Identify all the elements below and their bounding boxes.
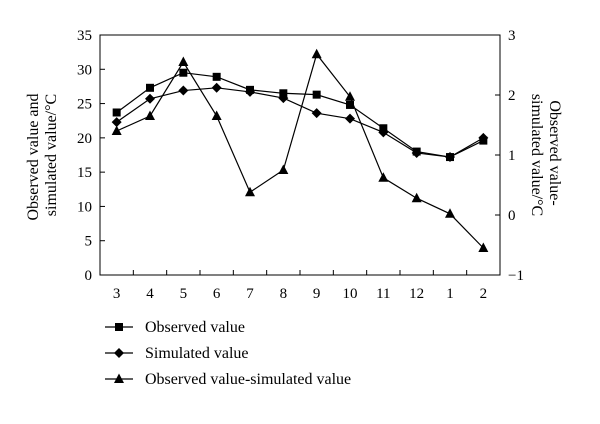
- series-line: [116, 52, 484, 249]
- x-tick-label: 5: [180, 286, 188, 302]
- data-point: [245, 86, 255, 97]
- x-tick-label: 7: [246, 286, 254, 302]
- left-tick-label: 10: [77, 199, 92, 215]
- data-point: [278, 164, 289, 174]
- right-tick-label: 2: [508, 88, 516, 104]
- left-axis-label-line-1: Observed value and: [25, 93, 42, 220]
- data-point: [345, 91, 355, 101]
- data-point: [245, 186, 255, 197]
- data-point: [278, 93, 289, 104]
- legend-label: Observed value: [145, 319, 245, 336]
- right-tick-label: −1: [508, 268, 524, 284]
- data-point: [411, 192, 422, 203]
- left-tick-label: 15: [77, 165, 92, 181]
- x-tick-label: 8: [280, 286, 288, 302]
- data-point: [178, 56, 189, 66]
- left-axis-label: Observed value and simulated value/°C: [25, 89, 60, 220]
- series-layer: [111, 48, 489, 252]
- x-tick-label: 6: [213, 286, 221, 302]
- series-1: [112, 68, 488, 162]
- left-tick-label: 0: [85, 268, 93, 284]
- series-2: [111, 82, 489, 163]
- legend-label: Simulated value: [145, 345, 249, 362]
- legend-label: Observed value-simulated value: [145, 371, 351, 388]
- left-tick-label: 30: [77, 62, 92, 78]
- data-point: [345, 113, 355, 124]
- data-point: [111, 117, 122, 128]
- legend-marker-triangle: [114, 373, 124, 383]
- data-point: [478, 242, 489, 252]
- left-tick-label: 25: [77, 97, 92, 113]
- right-axis-label-line-2: simulated value/°C: [528, 94, 545, 216]
- right-axis-label: Observed value- simulated value/°C: [528, 94, 563, 216]
- legend-marker-diamond: [114, 348, 124, 358]
- data-point: [211, 110, 222, 120]
- x-tick-label: 11: [376, 286, 390, 302]
- data-point: [445, 152, 455, 163]
- x-tick-label: 1: [446, 286, 454, 302]
- data-point: [211, 82, 222, 93]
- right-tick-label: 1: [508, 148, 516, 164]
- data-point: [112, 108, 121, 117]
- data-point: [145, 110, 155, 120]
- data-point: [378, 172, 389, 182]
- data-point: [145, 93, 155, 104]
- data-point: [312, 90, 321, 99]
- data-point: [445, 208, 455, 218]
- left-tick-label: 20: [77, 131, 92, 147]
- legend: Observed value Simulated value Observed va…: [105, 319, 351, 388]
- x-axis: 3 4 5 6 7 8 9 10 11 12 1 2: [113, 270, 487, 302]
- data-point: [146, 83, 154, 92]
- x-tick-label: 2: [480, 286, 488, 302]
- data-point: [378, 127, 389, 138]
- right-tick-label: 0: [508, 208, 516, 224]
- x-tick-label: 4: [146, 286, 154, 302]
- series-3: [111, 48, 489, 252]
- series-line: [116, 87, 484, 158]
- right-axis-label-line-1: Observed value-: [546, 100, 563, 205]
- series-line: [116, 72, 484, 158]
- right-tick-label: 3: [508, 28, 516, 44]
- data-point: [212, 72, 221, 81]
- data-point: [311, 48, 322, 59]
- x-tick-label: 9: [313, 286, 321, 302]
- x-tick-label: 12: [409, 286, 424, 302]
- right-axis: −1 0 1 2 3: [495, 28, 524, 284]
- left-axis: 0 5 10 15 20 25 30 35: [77, 28, 105, 284]
- data-point: [178, 85, 189, 96]
- x-tick-label: 3: [113, 286, 121, 302]
- data-point: [179, 68, 188, 77]
- left-tick-label: 35: [77, 28, 92, 44]
- legend-marker-square: [115, 323, 123, 331]
- left-axis-label-line-2: simulated value/°C: [43, 94, 60, 216]
- x-tick-label: 10: [343, 286, 358, 302]
- data-point: [478, 132, 489, 143]
- data-point: [411, 147, 422, 158]
- data-point: [346, 100, 354, 109]
- left-tick-label: 5: [85, 234, 93, 250]
- data-point: [111, 125, 122, 135]
- data-point: [311, 108, 322, 119]
